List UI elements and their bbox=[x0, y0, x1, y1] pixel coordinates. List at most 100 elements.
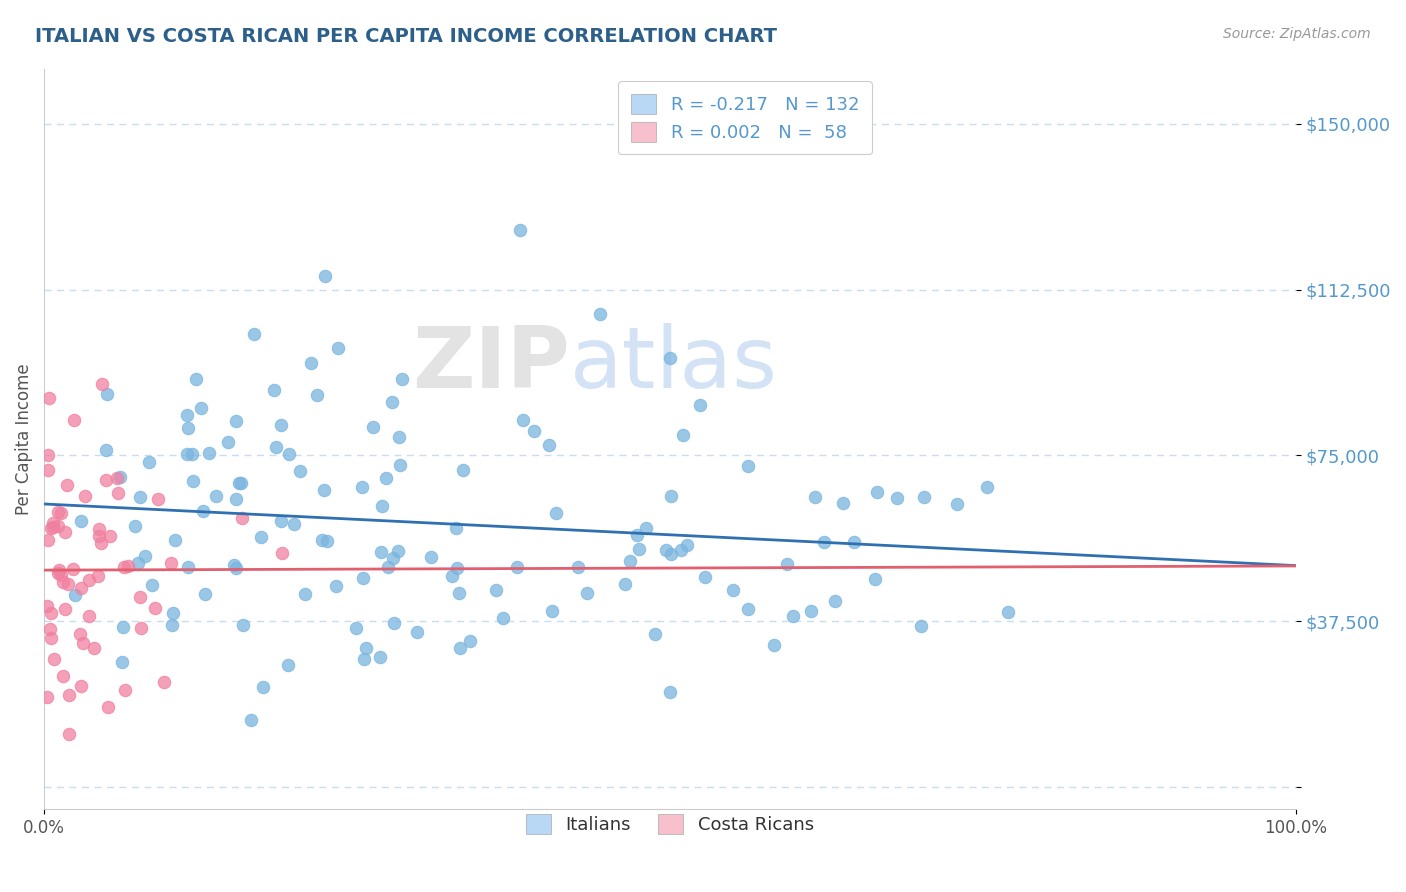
Point bbox=[264, 440, 287, 454]
Text: Source: ZipAtlas.com: Source: ZipAtlas.com bbox=[1223, 27, 1371, 41]
Point bbox=[224, 558, 246, 573]
Point bbox=[124, 519, 146, 533]
Point bbox=[91, 376, 114, 391]
Point bbox=[58, 577, 80, 591]
Point bbox=[180, 447, 202, 461]
Point bbox=[263, 383, 285, 397]
Point bbox=[659, 489, 682, 503]
Point bbox=[492, 611, 515, 625]
Point bbox=[354, 640, 377, 655]
Point bbox=[89, 529, 111, 543]
Point bbox=[197, 446, 219, 460]
Point bbox=[217, 435, 239, 450]
Point bbox=[377, 559, 399, 574]
Point bbox=[278, 447, 301, 461]
Point bbox=[38, 622, 60, 636]
Point bbox=[505, 560, 527, 574]
Point bbox=[232, 618, 254, 632]
Point bbox=[446, 561, 468, 575]
Point bbox=[46, 566, 69, 580]
Point bbox=[866, 485, 889, 500]
Point bbox=[162, 617, 184, 632]
Point bbox=[186, 372, 208, 386]
Point bbox=[945, 497, 967, 511]
Point bbox=[658, 351, 681, 365]
Point bbox=[451, 463, 474, 477]
Point bbox=[56, 477, 79, 491]
Point bbox=[813, 535, 835, 549]
Point bbox=[250, 530, 273, 544]
Point bbox=[35, 690, 58, 704]
Point bbox=[160, 556, 183, 570]
Point bbox=[375, 471, 398, 485]
Point bbox=[576, 586, 599, 600]
Point bbox=[53, 601, 76, 615]
Point bbox=[672, 428, 695, 442]
Point bbox=[153, 674, 176, 689]
Point bbox=[800, 604, 823, 618]
Point bbox=[114, 682, 136, 697]
Point bbox=[108, 470, 131, 484]
Point bbox=[42, 652, 65, 666]
Point bbox=[111, 655, 134, 669]
Point bbox=[231, 511, 253, 525]
Point bbox=[619, 554, 641, 568]
Point bbox=[70, 679, 93, 693]
Point bbox=[42, 520, 65, 534]
Point bbox=[762, 638, 785, 652]
Point bbox=[775, 557, 797, 571]
Point bbox=[77, 608, 100, 623]
Point bbox=[370, 545, 392, 559]
Point bbox=[997, 605, 1019, 619]
Point bbox=[626, 528, 648, 542]
Point bbox=[42, 516, 65, 531]
Point bbox=[352, 480, 374, 494]
Point bbox=[190, 401, 212, 416]
Point bbox=[509, 223, 531, 237]
Point bbox=[70, 582, 93, 596]
Point bbox=[39, 631, 62, 645]
Point bbox=[62, 562, 84, 576]
Point bbox=[193, 504, 215, 518]
Point bbox=[37, 599, 59, 613]
Point bbox=[361, 420, 384, 434]
Point bbox=[460, 633, 482, 648]
Point bbox=[863, 572, 886, 586]
Point bbox=[976, 479, 998, 493]
Text: ZIP: ZIP bbox=[412, 323, 569, 406]
Point bbox=[368, 650, 391, 665]
Point bbox=[252, 680, 274, 694]
Point bbox=[194, 587, 217, 601]
Point bbox=[48, 564, 70, 578]
Point bbox=[370, 499, 392, 513]
Point bbox=[107, 485, 129, 500]
Point bbox=[307, 388, 329, 402]
Point bbox=[538, 438, 561, 452]
Point bbox=[406, 625, 429, 640]
Point bbox=[90, 536, 112, 550]
Point bbox=[512, 413, 534, 427]
Point bbox=[655, 543, 678, 558]
Point bbox=[669, 542, 692, 557]
Point bbox=[77, 573, 100, 587]
Point bbox=[737, 458, 759, 473]
Point bbox=[389, 458, 412, 472]
Point bbox=[382, 551, 405, 566]
Point bbox=[271, 546, 294, 560]
Point bbox=[204, 489, 226, 503]
Point bbox=[283, 516, 305, 531]
Point bbox=[627, 542, 650, 557]
Point bbox=[138, 455, 160, 469]
Point bbox=[128, 590, 150, 604]
Point bbox=[689, 398, 711, 412]
Point bbox=[176, 408, 198, 422]
Point bbox=[910, 619, 932, 633]
Point bbox=[162, 606, 184, 620]
Point bbox=[52, 575, 75, 590]
Point bbox=[659, 547, 682, 561]
Point bbox=[381, 394, 404, 409]
Point bbox=[129, 621, 152, 635]
Point bbox=[39, 606, 62, 620]
Point bbox=[659, 685, 682, 699]
Point bbox=[644, 627, 666, 641]
